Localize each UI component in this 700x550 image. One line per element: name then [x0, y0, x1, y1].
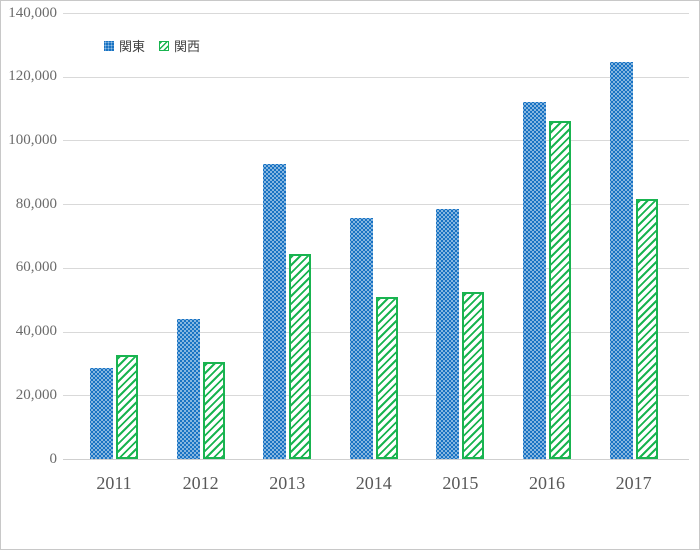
x-tick-label-2013: 2013 [269, 473, 306, 493]
y-tick-label-120000: 120,000 [8, 68, 57, 85]
bar-kansai-2015 [462, 291, 485, 459]
legend-swatch-kanto [104, 40, 114, 51]
y-tick-label-60000: 60,000 [15, 259, 57, 276]
bar-kansai-2013 [289, 253, 312, 459]
y-tick-label-140000: 140,000 [8, 4, 57, 21]
bar-kansai-2011 [116, 355, 138, 459]
bar-kanto-2015 [436, 208, 460, 459]
bar-kanto-2013 [263, 164, 287, 459]
bar-kansai-2016 [549, 121, 571, 459]
legend-item-kanto: 関東 [104, 36, 145, 55]
y-tick-label-80000: 80,000 [15, 195, 57, 212]
bar-kansai-2012 [202, 361, 225, 459]
gridline-60000 [63, 267, 689, 269]
legend-label-kansai: 関西 [174, 39, 201, 54]
x-tick-label-2014: 2014 [355, 473, 392, 493]
y-tick-label-100000: 100,000 [8, 131, 57, 148]
y-tick-label-20000: 20,000 [15, 386, 57, 403]
x-tick-label-2016: 2016 [529, 473, 565, 493]
gridline-120000 [63, 76, 689, 78]
y-tick-label-0: 0 [49, 450, 58, 467]
bar-kanto-2012 [176, 318, 200, 459]
gridline-100000 [63, 140, 689, 142]
bar-kansai-2014 [375, 296, 398, 459]
bar-kanto-2011 [90, 368, 113, 459]
bar-kanto-2016 [523, 102, 546, 459]
bar-kanto-2014 [349, 218, 373, 459]
x-tick-label-2017: 2017 [615, 473, 652, 493]
legend-label-kanto: 関東 [119, 39, 146, 54]
legend-swatch-kansai [159, 40, 170, 51]
gridline-140000 [63, 13, 689, 14]
legend-item-kansai: 関西 [159, 36, 200, 55]
x-tick-label-2015: 2015 [442, 473, 479, 493]
gridline-80000 [63, 204, 689, 206]
y-tick-label-40000: 40,000 [15, 323, 57, 340]
legend: 関東 関西 [104, 36, 200, 55]
bar-kanto-2017 [609, 62, 633, 459]
x-axis-line [63, 459, 689, 460]
x-tick-label-2012: 2012 [182, 473, 219, 493]
x-tick-label-2011: 2011 [96, 473, 132, 493]
bar-kansai-2017 [635, 199, 658, 459]
